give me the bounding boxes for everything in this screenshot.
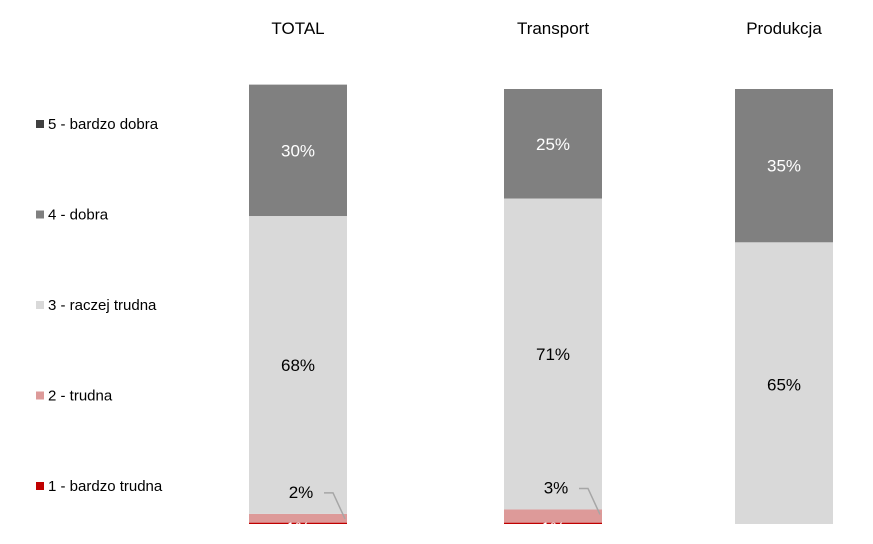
data-label: 2%	[289, 483, 314, 502]
bar-segment-total-4-dobra	[249, 84, 347, 217]
data-label: 71%	[536, 345, 570, 364]
data-label: 30%	[281, 141, 315, 160]
legend-label-1-bardzo-trudna: 1 - bardzo trudna	[48, 478, 163, 495]
data-label: 3%	[544, 478, 569, 497]
legend-swatch-5-bardzo-dobra	[36, 120, 44, 128]
legend-label-3-raczej-trudna: 3 - raczej trudna	[48, 297, 157, 314]
bar-segment-transport-2-trudna	[504, 509, 602, 523]
legend-label-2-trudna: 2 - trudna	[48, 388, 113, 405]
bar-segment-transport-4-dobra	[504, 89, 602, 199]
bar-segment-total-1-bardzo-trudna	[249, 522, 347, 524]
category-title-transport: Transport	[517, 19, 589, 38]
legend-label-5-bardzo-dobra: 5 - bardzo dobra	[48, 116, 159, 133]
legend-swatch-3-raczej-trudna	[36, 301, 44, 309]
bar-segment-total-3-raczej-trudna	[249, 216, 347, 514]
category-title-total: TOTAL	[271, 19, 324, 38]
legend-label-4-dobra: 4 - dobra	[48, 207, 109, 224]
data-label: 65%	[767, 376, 801, 395]
legend-swatch-1-bardzo-trudna	[36, 482, 44, 490]
leader-line	[579, 487, 601, 515]
data-label: 68%	[281, 356, 315, 375]
bars: 1%68%30%1%71%25%65%35%TOTAL2%Transport3%…	[249, 19, 833, 524]
bar-segment-produkcja-3-raczej-trudna	[735, 242, 833, 524]
data-label: 25%	[536, 135, 570, 154]
category-title-produkcja: Produkcja	[746, 19, 822, 38]
bar-segment-total-2-trudna	[249, 513, 347, 523]
legend: 5 - bardzo dobra 4 - dobra 3 - raczej trud…	[36, 116, 163, 495]
bar-segment-transport-1-bardzo-trudna	[504, 522, 602, 524]
legend-swatch-2-trudna	[36, 391, 44, 400]
data-label: 35%	[767, 157, 801, 176]
leader-line	[324, 492, 346, 520]
legend-swatch-4-dobra	[36, 210, 44, 219]
bar-segment-transport-3-raczej-trudna	[504, 198, 602, 510]
bar-segment-produkcja-4-dobra	[735, 89, 833, 243]
